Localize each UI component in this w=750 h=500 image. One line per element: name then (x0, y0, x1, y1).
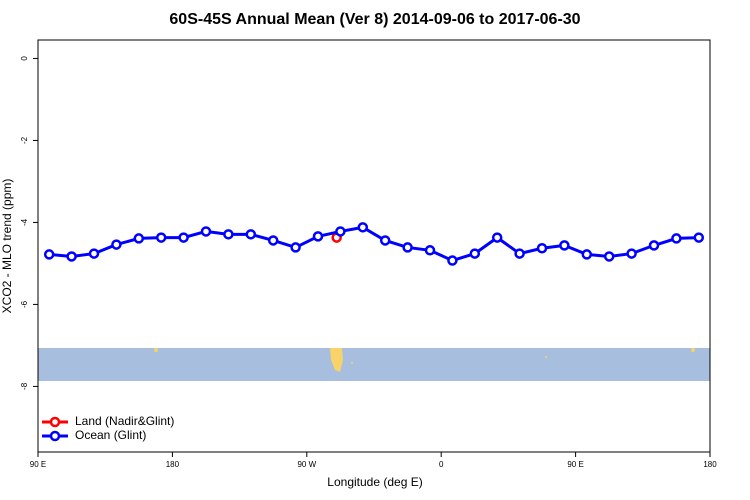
x-tick-label: 0 (439, 460, 444, 469)
point (648, 240, 660, 251)
x-tick-label: 90 E (30, 460, 46, 469)
point (469, 248, 481, 259)
legend-label: Land (Nadir&Glint) (75, 414, 174, 428)
y-tick-label: -4 (20, 218, 29, 226)
series-line (49, 225, 699, 263)
point (267, 235, 279, 246)
point (379, 235, 391, 246)
point (178, 232, 189, 243)
legend-marker (49, 430, 61, 442)
point (111, 239, 122, 250)
point (581, 249, 593, 260)
point (245, 229, 257, 240)
point (447, 255, 458, 266)
x-axis-title: Longitude (deg E) (327, 475, 422, 489)
point (43, 249, 55, 260)
point (312, 231, 324, 242)
point (603, 251, 615, 262)
plot-frame (37, 39, 711, 453)
y-axis-title: XCO2 - MLO trend (ppm) (0, 179, 14, 314)
y-tick-label: 0 (20, 56, 29, 61)
point (514, 248, 525, 259)
point (335, 226, 346, 237)
x-tick-label: 90 W (297, 460, 316, 469)
y-tick-label: -8 (20, 382, 29, 390)
chart-title: 60S-45S Annual Mean (Ver 8) 2014-09-06 t… (169, 11, 580, 28)
point (357, 222, 369, 233)
point (559, 240, 570, 251)
point (424, 245, 436, 256)
point (626, 248, 637, 259)
point (491, 232, 503, 243)
point (402, 242, 413, 253)
x-tick-label: 180 (703, 460, 717, 469)
map-strip (38, 348, 710, 381)
y-tick-label: -6 (20, 300, 29, 308)
point (66, 251, 77, 262)
point (290, 242, 301, 253)
point (223, 229, 234, 240)
point (133, 233, 145, 244)
x-tick-label: 180 (166, 460, 180, 469)
point (88, 248, 100, 259)
legend-marker (49, 416, 61, 428)
x-tick-label: 90 E (567, 460, 583, 469)
point (155, 232, 167, 243)
legend-label: Ocean (Glint) (75, 428, 146, 442)
y-tick-label: -2 (20, 136, 29, 144)
point (536, 243, 548, 254)
point (200, 226, 212, 237)
point (671, 233, 682, 244)
point (693, 232, 705, 243)
